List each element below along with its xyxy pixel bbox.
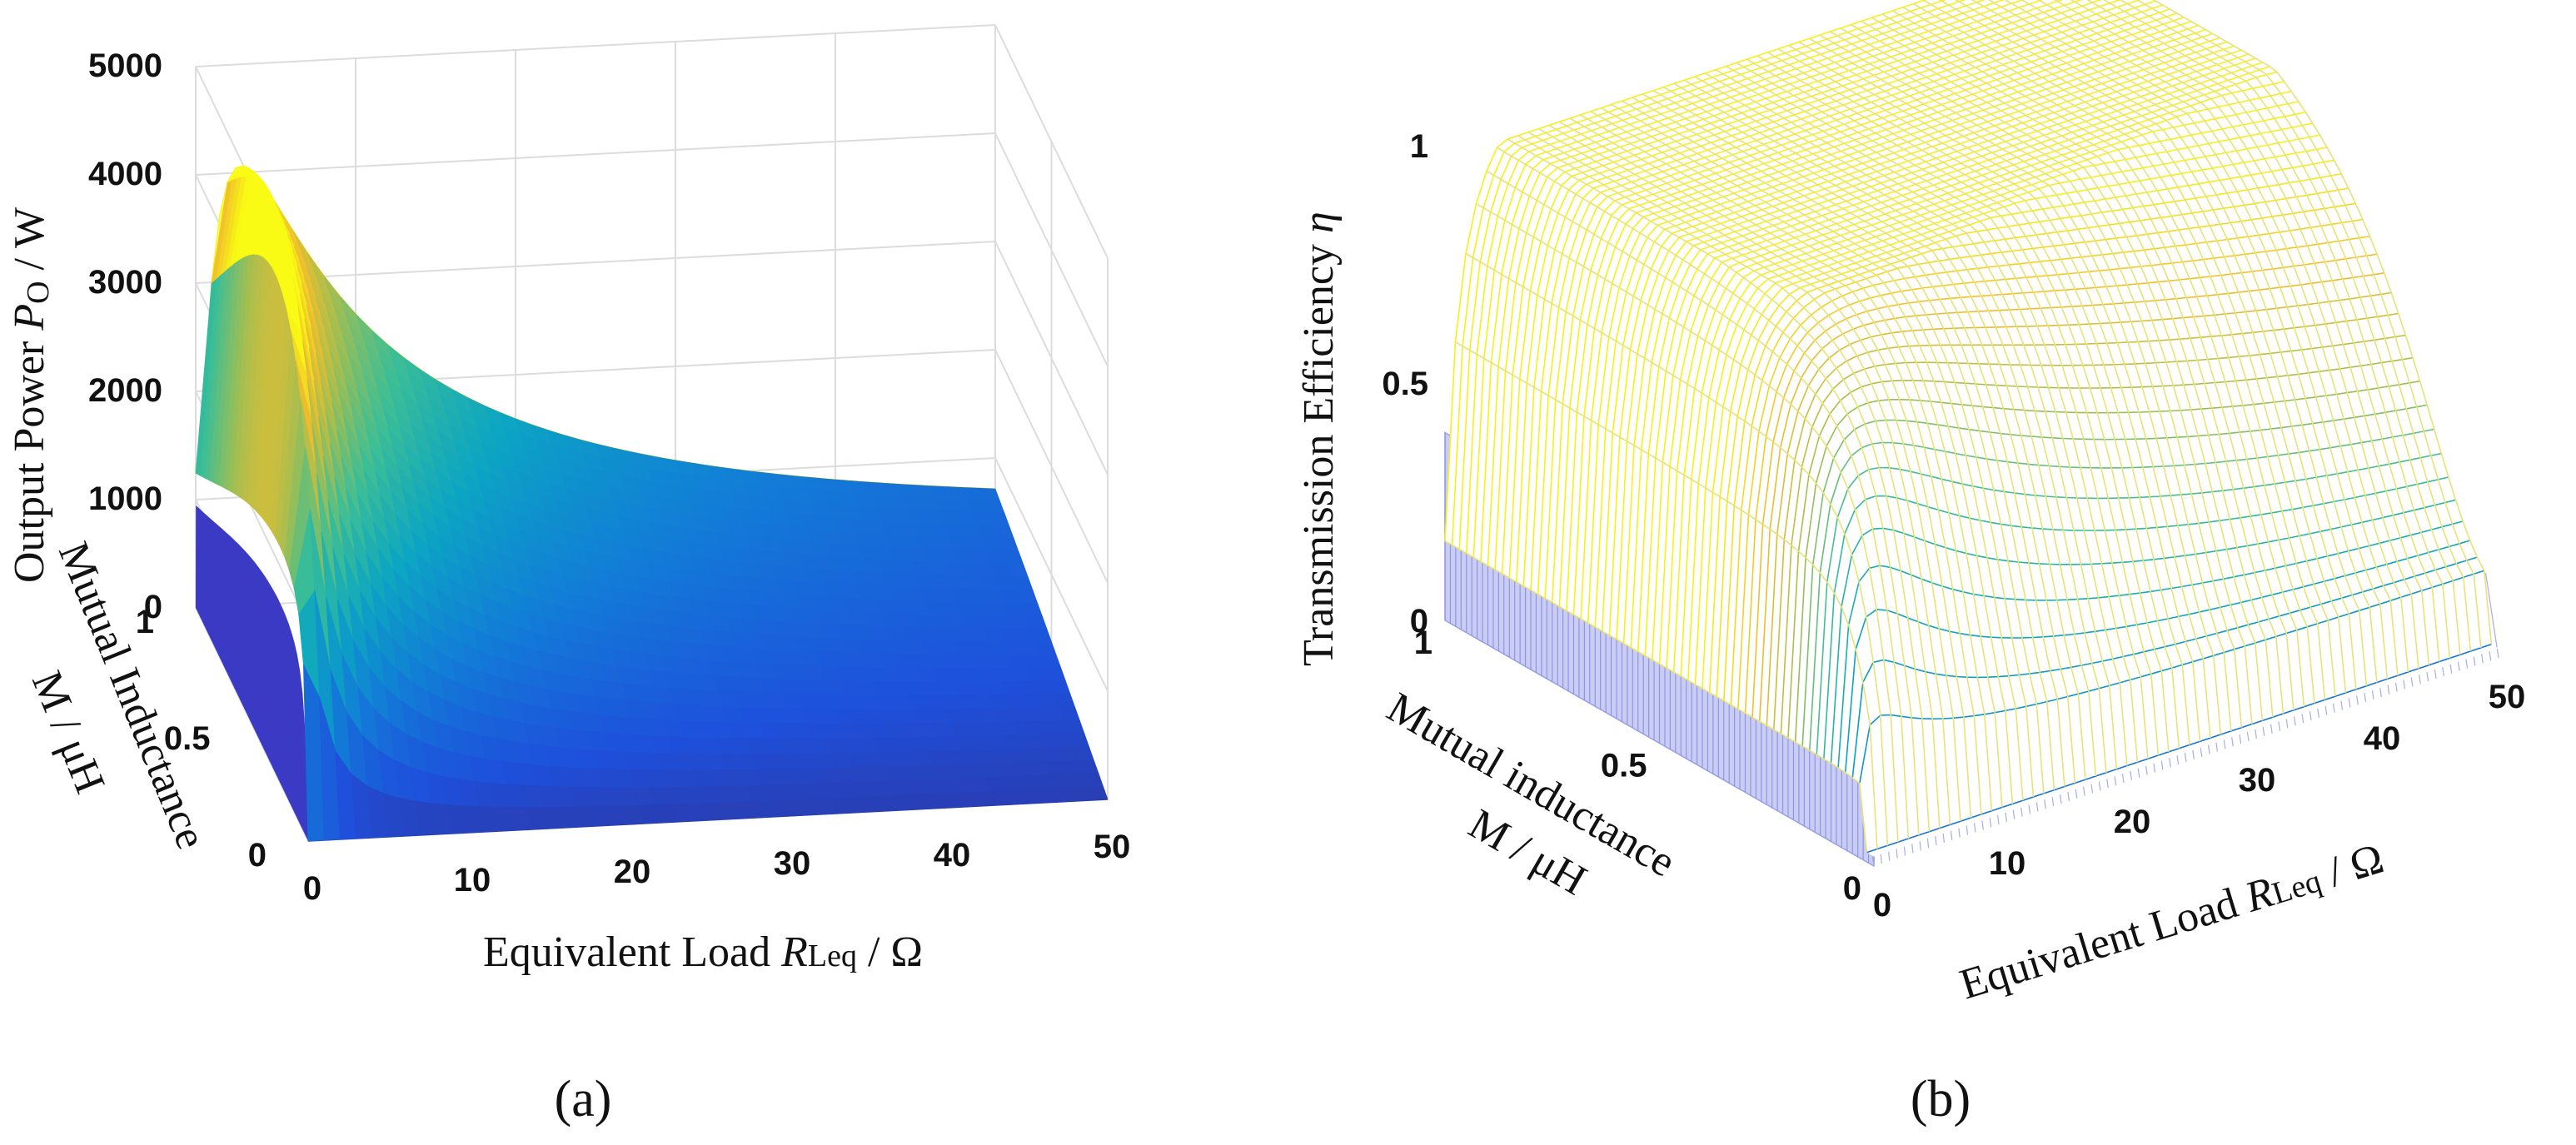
panel-a-ztick: 2000 — [88, 372, 162, 409]
panel-a-xlabel: Equivalent Load RLeq / Ω — [483, 928, 923, 976]
panel-a-surface-mesh — [195, 165, 1109, 842]
panel-a-ytick: 0 — [248, 837, 267, 874]
panel-a-ztick: 3000 — [88, 264, 162, 301]
panel-a-xtick: 10 — [454, 862, 491, 899]
panel-b-surface-mesh — [1444, 0, 2499, 857]
grid-line — [195, 132, 996, 176]
panel-a-ztick: 4000 — [88, 156, 162, 192]
panel-a-ytick: 1 — [136, 604, 154, 640]
grid-line — [195, 24, 996, 67]
panel-a-xtick: 30 — [774, 845, 811, 882]
panel-a-ylabel-line2: M / μH — [22, 665, 114, 799]
panel-a-ztick: 5000 — [88, 47, 162, 84]
panel-a-xtick: 0 — [303, 870, 321, 907]
panel-a-xtick: 20 — [614, 854, 651, 890]
panel-a-surface-side — [196, 505, 309, 841]
panel-a-xtick: 50 — [1094, 829, 1131, 865]
panel-a-ztick: 1000 — [88, 480, 162, 517]
panel-a-caption: (a) — [555, 1071, 612, 1128]
grid-line — [195, 241, 996, 284]
panel-a-zlabel: Output Power PO / W — [6, 207, 56, 583]
panel-a-xtick: 40 — [934, 837, 971, 874]
